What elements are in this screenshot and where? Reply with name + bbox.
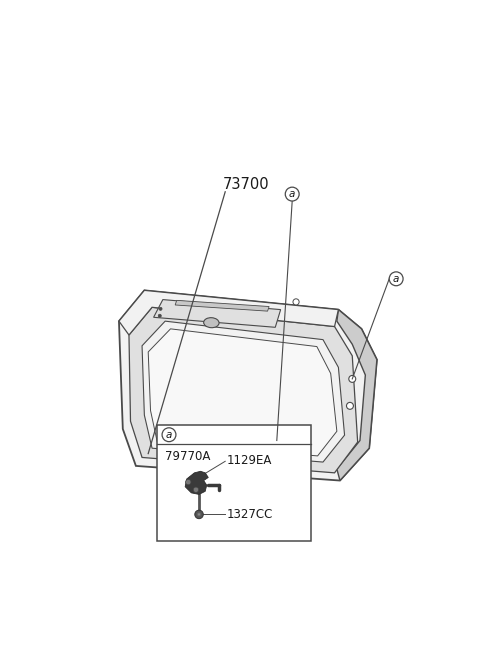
Circle shape	[193, 441, 199, 447]
Ellipse shape	[204, 318, 219, 328]
Polygon shape	[227, 443, 246, 454]
Circle shape	[162, 428, 176, 441]
Circle shape	[293, 299, 299, 305]
Circle shape	[389, 272, 403, 286]
Circle shape	[193, 487, 199, 493]
Polygon shape	[175, 301, 269, 311]
Text: 73700: 73700	[223, 177, 270, 192]
Circle shape	[195, 510, 203, 519]
Text: a: a	[393, 274, 399, 284]
Circle shape	[197, 513, 201, 516]
Circle shape	[347, 402, 353, 409]
Polygon shape	[185, 472, 208, 495]
Bar	[157, 425, 312, 540]
Text: a: a	[166, 430, 172, 440]
Circle shape	[266, 449, 272, 455]
Circle shape	[349, 375, 356, 383]
Polygon shape	[148, 329, 337, 456]
Text: 1327CC: 1327CC	[227, 508, 273, 521]
Polygon shape	[154, 299, 281, 328]
Circle shape	[285, 187, 299, 201]
Circle shape	[158, 314, 161, 317]
Polygon shape	[119, 290, 338, 335]
Circle shape	[159, 307, 162, 310]
Text: a: a	[289, 189, 295, 199]
Circle shape	[186, 479, 191, 485]
Polygon shape	[337, 310, 377, 481]
Polygon shape	[129, 307, 358, 473]
Text: 79770A: 79770A	[165, 450, 211, 462]
Polygon shape	[119, 290, 377, 481]
Circle shape	[297, 447, 302, 453]
Polygon shape	[142, 321, 345, 462]
Text: 1129EA: 1129EA	[227, 454, 272, 467]
